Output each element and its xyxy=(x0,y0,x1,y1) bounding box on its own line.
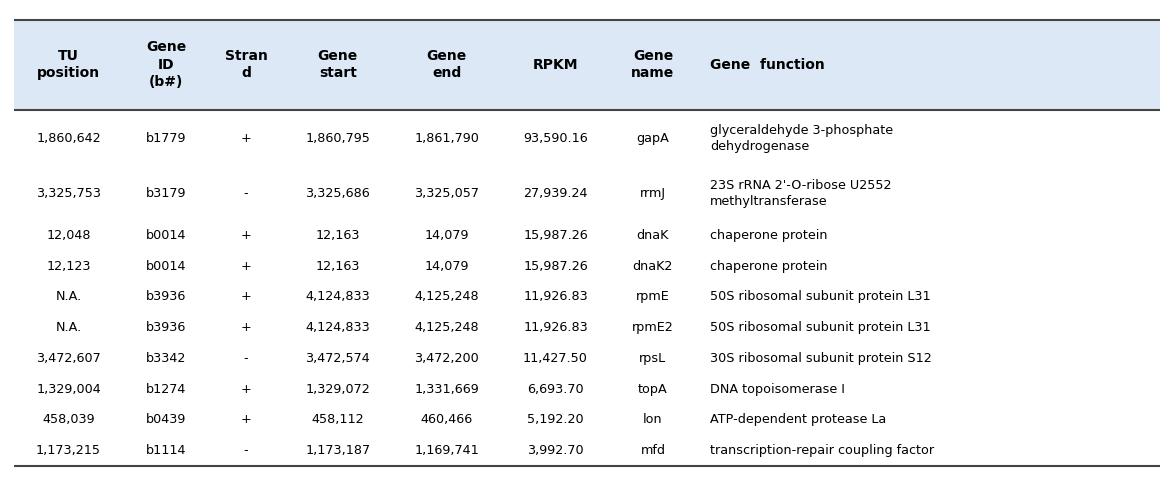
Text: 11,926.83: 11,926.83 xyxy=(524,321,588,334)
Text: 11,427.50: 11,427.50 xyxy=(524,352,588,365)
Text: b1274: b1274 xyxy=(146,383,187,396)
Text: b3936: b3936 xyxy=(146,290,187,304)
Text: 1,173,187: 1,173,187 xyxy=(305,444,370,457)
Text: chaperone protein: chaperone protein xyxy=(710,229,828,242)
Text: rpmE2: rpmE2 xyxy=(632,321,674,334)
Text: lon: lon xyxy=(643,413,662,427)
Text: Gene  function: Gene function xyxy=(710,58,824,72)
Text: 458,112: 458,112 xyxy=(311,413,364,427)
Text: rrmJ: rrmJ xyxy=(640,187,666,200)
Text: RPKM: RPKM xyxy=(533,58,579,72)
Text: N.A.: N.A. xyxy=(55,290,82,304)
Text: glyceraldehyde 3-phosphate
dehydrogenase: glyceraldehyde 3-phosphate dehydrogenase xyxy=(710,124,893,153)
Text: Stran
d: Stran d xyxy=(224,49,268,81)
Text: b0014: b0014 xyxy=(146,229,187,242)
Text: mfd: mfd xyxy=(640,444,666,457)
Text: 1,169,741: 1,169,741 xyxy=(414,444,479,457)
Bar xyxy=(14,20,1160,110)
Text: -: - xyxy=(244,352,249,365)
Text: b0014: b0014 xyxy=(146,260,187,273)
Bar xyxy=(14,312,1160,343)
Text: DNA topoisomerase I: DNA topoisomerase I xyxy=(710,383,845,396)
Text: -: - xyxy=(244,187,249,200)
Text: 1,329,004: 1,329,004 xyxy=(36,383,101,396)
Text: 1,860,642: 1,860,642 xyxy=(36,132,101,145)
Text: Gene
end: Gene end xyxy=(426,49,467,81)
Text: 458,039: 458,039 xyxy=(42,413,95,427)
Text: +: + xyxy=(241,383,251,396)
Text: dnaK: dnaK xyxy=(636,229,669,242)
Text: 5,192.20: 5,192.20 xyxy=(527,413,583,427)
Text: 12,048: 12,048 xyxy=(46,229,90,242)
Text: 6,693.70: 6,693.70 xyxy=(527,383,583,396)
Text: 460,466: 460,466 xyxy=(420,413,473,427)
Text: rpmE: rpmE xyxy=(636,290,669,304)
Text: 3,472,574: 3,472,574 xyxy=(305,352,370,365)
Text: 3,992.70: 3,992.70 xyxy=(527,444,583,457)
Bar xyxy=(14,220,1160,251)
Text: b3342: b3342 xyxy=(146,352,187,365)
Text: ATP-dependent protease La: ATP-dependent protease La xyxy=(710,413,886,427)
Text: 14,079: 14,079 xyxy=(424,229,468,242)
Text: 14,079: 14,079 xyxy=(424,260,468,273)
Text: +: + xyxy=(241,413,251,427)
Text: +: + xyxy=(241,321,251,334)
Text: 1,173,215: 1,173,215 xyxy=(36,444,101,457)
Bar xyxy=(14,343,1160,374)
Text: 1,331,669: 1,331,669 xyxy=(414,383,479,396)
Text: 3,325,686: 3,325,686 xyxy=(305,187,370,200)
Text: b3179: b3179 xyxy=(146,187,187,200)
Text: +: + xyxy=(241,290,251,304)
Text: 15,987.26: 15,987.26 xyxy=(524,260,588,273)
Bar xyxy=(14,110,1160,167)
Text: 1,860,795: 1,860,795 xyxy=(305,132,370,145)
Text: 12,163: 12,163 xyxy=(316,229,360,242)
Text: 3,472,607: 3,472,607 xyxy=(36,352,101,365)
Text: chaperone protein: chaperone protein xyxy=(710,260,828,273)
Text: 50S ribosomal subunit protein L31: 50S ribosomal subunit protein L31 xyxy=(710,290,931,304)
Text: b1114: b1114 xyxy=(146,444,187,457)
Text: 1,861,790: 1,861,790 xyxy=(414,132,479,145)
Text: b0439: b0439 xyxy=(146,413,187,427)
Bar xyxy=(14,251,1160,282)
Bar xyxy=(14,435,1160,466)
Text: 4,125,248: 4,125,248 xyxy=(414,321,479,334)
Bar xyxy=(14,167,1160,220)
Text: TU
position: TU position xyxy=(36,49,100,81)
Text: gapA: gapA xyxy=(636,132,669,145)
Text: topA: topA xyxy=(637,383,668,396)
Text: N.A.: N.A. xyxy=(55,321,82,334)
Text: -: - xyxy=(244,444,249,457)
Text: +: + xyxy=(241,260,251,273)
Text: 3,325,057: 3,325,057 xyxy=(414,187,479,200)
Bar xyxy=(14,405,1160,435)
Text: 3,472,200: 3,472,200 xyxy=(414,352,479,365)
Text: 3,325,753: 3,325,753 xyxy=(36,187,101,200)
Text: 12,123: 12,123 xyxy=(46,260,90,273)
Text: b1779: b1779 xyxy=(146,132,187,145)
Text: 4,125,248: 4,125,248 xyxy=(414,290,479,304)
Text: 30S ribosomal subunit protein S12: 30S ribosomal subunit protein S12 xyxy=(710,352,932,365)
Text: rpsL: rpsL xyxy=(640,352,667,365)
Bar xyxy=(14,374,1160,405)
Text: +: + xyxy=(241,229,251,242)
Text: 23S rRNA 2'-O-ribose U2552
methyltransferase: 23S rRNA 2'-O-ribose U2552 methyltransfe… xyxy=(710,179,891,208)
Text: Gene
start: Gene start xyxy=(318,49,358,81)
Text: transcription-repair coupling factor: transcription-repair coupling factor xyxy=(710,444,935,457)
Bar xyxy=(14,282,1160,312)
Text: 15,987.26: 15,987.26 xyxy=(524,229,588,242)
Text: +: + xyxy=(241,132,251,145)
Text: 4,124,833: 4,124,833 xyxy=(305,321,370,334)
Text: 11,926.83: 11,926.83 xyxy=(524,290,588,304)
Text: dnaK2: dnaK2 xyxy=(633,260,673,273)
Text: Gene
name: Gene name xyxy=(632,49,675,81)
Text: 4,124,833: 4,124,833 xyxy=(305,290,370,304)
Text: Gene
ID
(b#): Gene ID (b#) xyxy=(146,41,185,89)
Text: 93,590.16: 93,590.16 xyxy=(524,132,588,145)
Text: 27,939.24: 27,939.24 xyxy=(524,187,588,200)
Text: b3936: b3936 xyxy=(146,321,187,334)
Text: 50S ribosomal subunit protein L31: 50S ribosomal subunit protein L31 xyxy=(710,321,931,334)
Text: 1,329,072: 1,329,072 xyxy=(305,383,370,396)
Text: 12,163: 12,163 xyxy=(316,260,360,273)
